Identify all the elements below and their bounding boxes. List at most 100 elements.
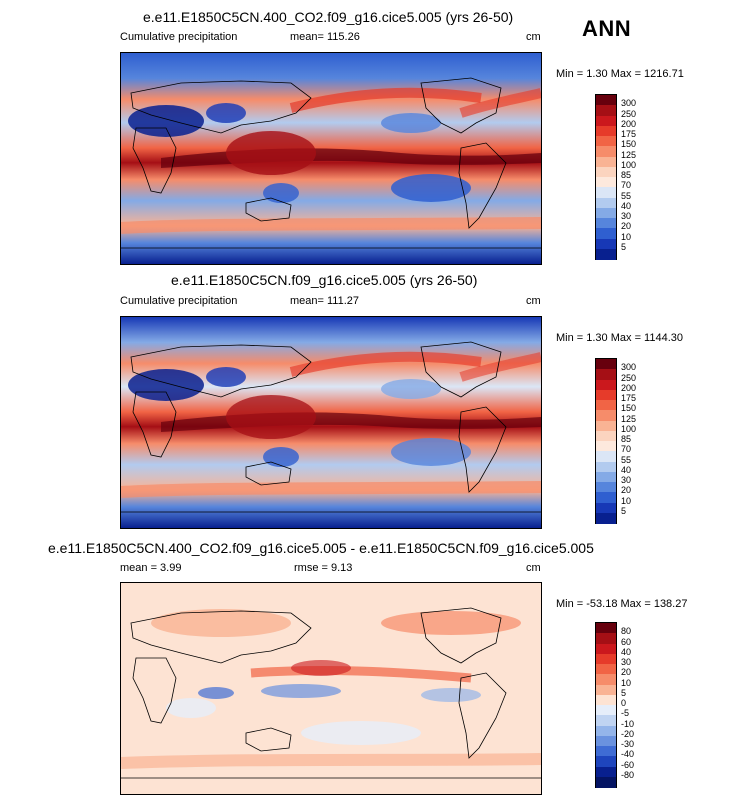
colorbar-swatch xyxy=(596,694,616,706)
colorbar-tick-label: 30 xyxy=(621,211,632,221)
panel-top-title: e.e11.E1850C5CN.400_CO2.f09_g16.cice5.00… xyxy=(143,9,514,25)
colorbar-tick-label: -30 xyxy=(621,739,635,749)
panel-bottom-colorbar xyxy=(595,622,617,788)
colorbar-swatch xyxy=(596,746,616,757)
panel-middle-mean: mean= 111.27 xyxy=(290,295,360,307)
colorbar-tick-label: 80 xyxy=(621,626,632,637)
colorbar-swatch xyxy=(596,156,616,168)
colorbar-tick-label: 70 xyxy=(621,180,632,191)
colorbar-tick-label: 40 xyxy=(621,200,632,211)
colorbar-swatch xyxy=(596,218,616,229)
colorbar-swatch xyxy=(596,410,616,421)
colorbar-swatch xyxy=(596,166,616,178)
colorbar-tick-label: -10 xyxy=(621,718,635,729)
colorbar-swatch xyxy=(596,776,616,788)
colorbar-swatch xyxy=(596,502,616,514)
colorbar-swatch xyxy=(596,400,616,411)
colorbar-swatch xyxy=(596,105,616,116)
panel-middle-minmax: Min = 1.30 Max = 1144.30 xyxy=(556,332,683,344)
colorbar-swatch xyxy=(596,451,616,462)
panel-middle-map xyxy=(120,316,542,529)
colorbar-swatch xyxy=(596,115,616,127)
colorbar-tick-label: 150 xyxy=(621,139,637,150)
colorbar-swatch xyxy=(596,461,616,473)
colorbar-swatch xyxy=(596,766,616,778)
panel-bottom-minmax: Min = -53.18 Max = 138.27 xyxy=(556,598,688,610)
colorbar-swatch xyxy=(596,623,616,634)
colorbar-tick-label: 125 xyxy=(621,413,637,424)
colorbar-swatch xyxy=(596,430,616,442)
colorbar-swatch xyxy=(596,643,616,655)
colorbar-tick-label: 175 xyxy=(621,393,637,403)
colorbar-swatch xyxy=(596,653,616,665)
colorbar-tick-label: 100 xyxy=(621,159,637,170)
colorbar-swatch xyxy=(596,228,616,239)
colorbar-tick-label: 300 xyxy=(621,362,637,373)
colorbar-tick-label: -20 xyxy=(621,728,635,739)
colorbar-swatch xyxy=(596,471,616,483)
colorbar-swatch xyxy=(596,207,616,219)
colorbar-swatch xyxy=(596,674,616,685)
colorbar-swatch xyxy=(596,735,616,747)
panel-middle-colorbar xyxy=(595,358,617,524)
colorbar-swatch xyxy=(596,177,616,188)
colorbar-swatch xyxy=(596,359,616,370)
panel-top-unit: cm xyxy=(526,31,541,43)
panel-middle-variable-label: Cumulative precipitation xyxy=(120,295,238,307)
colorbar-swatch xyxy=(596,684,616,696)
colorbar-swatch xyxy=(596,492,616,503)
colorbar-tick-label: 55 xyxy=(621,190,632,201)
colorbar-tick-label: 10 xyxy=(621,231,632,242)
panel-top-variable-label: Cumulative precipitation xyxy=(120,31,238,43)
panel-top-mean: mean= 115.26 xyxy=(290,31,360,43)
colorbar-tick-label: 5 xyxy=(621,505,627,516)
panel-bottom-mean: mean = 3.99 xyxy=(120,562,182,574)
colorbar-swatch xyxy=(596,197,616,209)
colorbar-tick-label: 125 xyxy=(621,149,637,160)
colorbar-tick-label: -80 xyxy=(621,769,635,780)
panel-top-minmax: Min = 1.30 Max = 1216.71 xyxy=(556,68,684,80)
colorbar-swatch xyxy=(596,146,616,157)
colorbar-tick-label: 175 xyxy=(621,129,637,139)
colorbar-swatch xyxy=(596,756,616,767)
colorbar-swatch xyxy=(596,715,616,726)
colorbar-swatch xyxy=(596,705,616,716)
colorbar-tick-label: 40 xyxy=(621,646,632,657)
colorbar-tick-label: 200 xyxy=(621,118,637,129)
colorbar-tick-label: 55 xyxy=(621,454,632,465)
colorbar-swatch xyxy=(596,482,616,493)
colorbar-tick-label: 250 xyxy=(621,372,637,383)
colorbar-tick-label: 70 xyxy=(621,444,632,455)
colorbar-tick-label: 85 xyxy=(621,434,632,444)
colorbar-tick-label: 20 xyxy=(621,667,632,678)
colorbar-swatch xyxy=(596,248,616,260)
panel-top-map xyxy=(120,52,542,265)
colorbar-swatch xyxy=(596,187,616,198)
panel-bottom-unit: cm xyxy=(526,562,541,574)
colorbar-tick-label: 300 xyxy=(621,98,637,109)
colorbar-swatch xyxy=(596,420,616,432)
colorbar-tick-label: -60 xyxy=(621,759,635,770)
colorbar-tick-label: 10 xyxy=(621,677,632,688)
panel-bottom-title: e.e11.E1850C5CN.400_CO2.f09_g16.cice5.00… xyxy=(48,540,594,556)
panel-middle-unit: cm xyxy=(526,295,541,307)
panel-bottom-map xyxy=(120,582,542,795)
colorbar-tick-label: -5 xyxy=(621,708,630,719)
colorbar-swatch xyxy=(596,633,616,644)
colorbar-swatch xyxy=(596,725,616,737)
colorbar-tick-label: 250 xyxy=(621,108,637,119)
colorbar-tick-label: 20 xyxy=(621,485,632,496)
colorbar-swatch xyxy=(596,379,616,391)
colorbar-tick-label: 200 xyxy=(621,382,637,393)
colorbar-swatch xyxy=(596,125,616,137)
colorbar-swatch xyxy=(596,95,616,106)
colorbar-tick-label: 30 xyxy=(621,657,632,667)
colorbar-swatch xyxy=(596,136,616,147)
colorbar-tick-label: 40 xyxy=(621,464,632,475)
colorbar-swatch xyxy=(596,512,616,524)
colorbar-tick-label: -40 xyxy=(621,749,635,760)
colorbar-tick-label: 30 xyxy=(621,475,632,485)
colorbar-tick-label: 5 xyxy=(621,687,627,698)
colorbar-tick-label: 85 xyxy=(621,170,632,180)
colorbar-swatch xyxy=(596,238,616,250)
